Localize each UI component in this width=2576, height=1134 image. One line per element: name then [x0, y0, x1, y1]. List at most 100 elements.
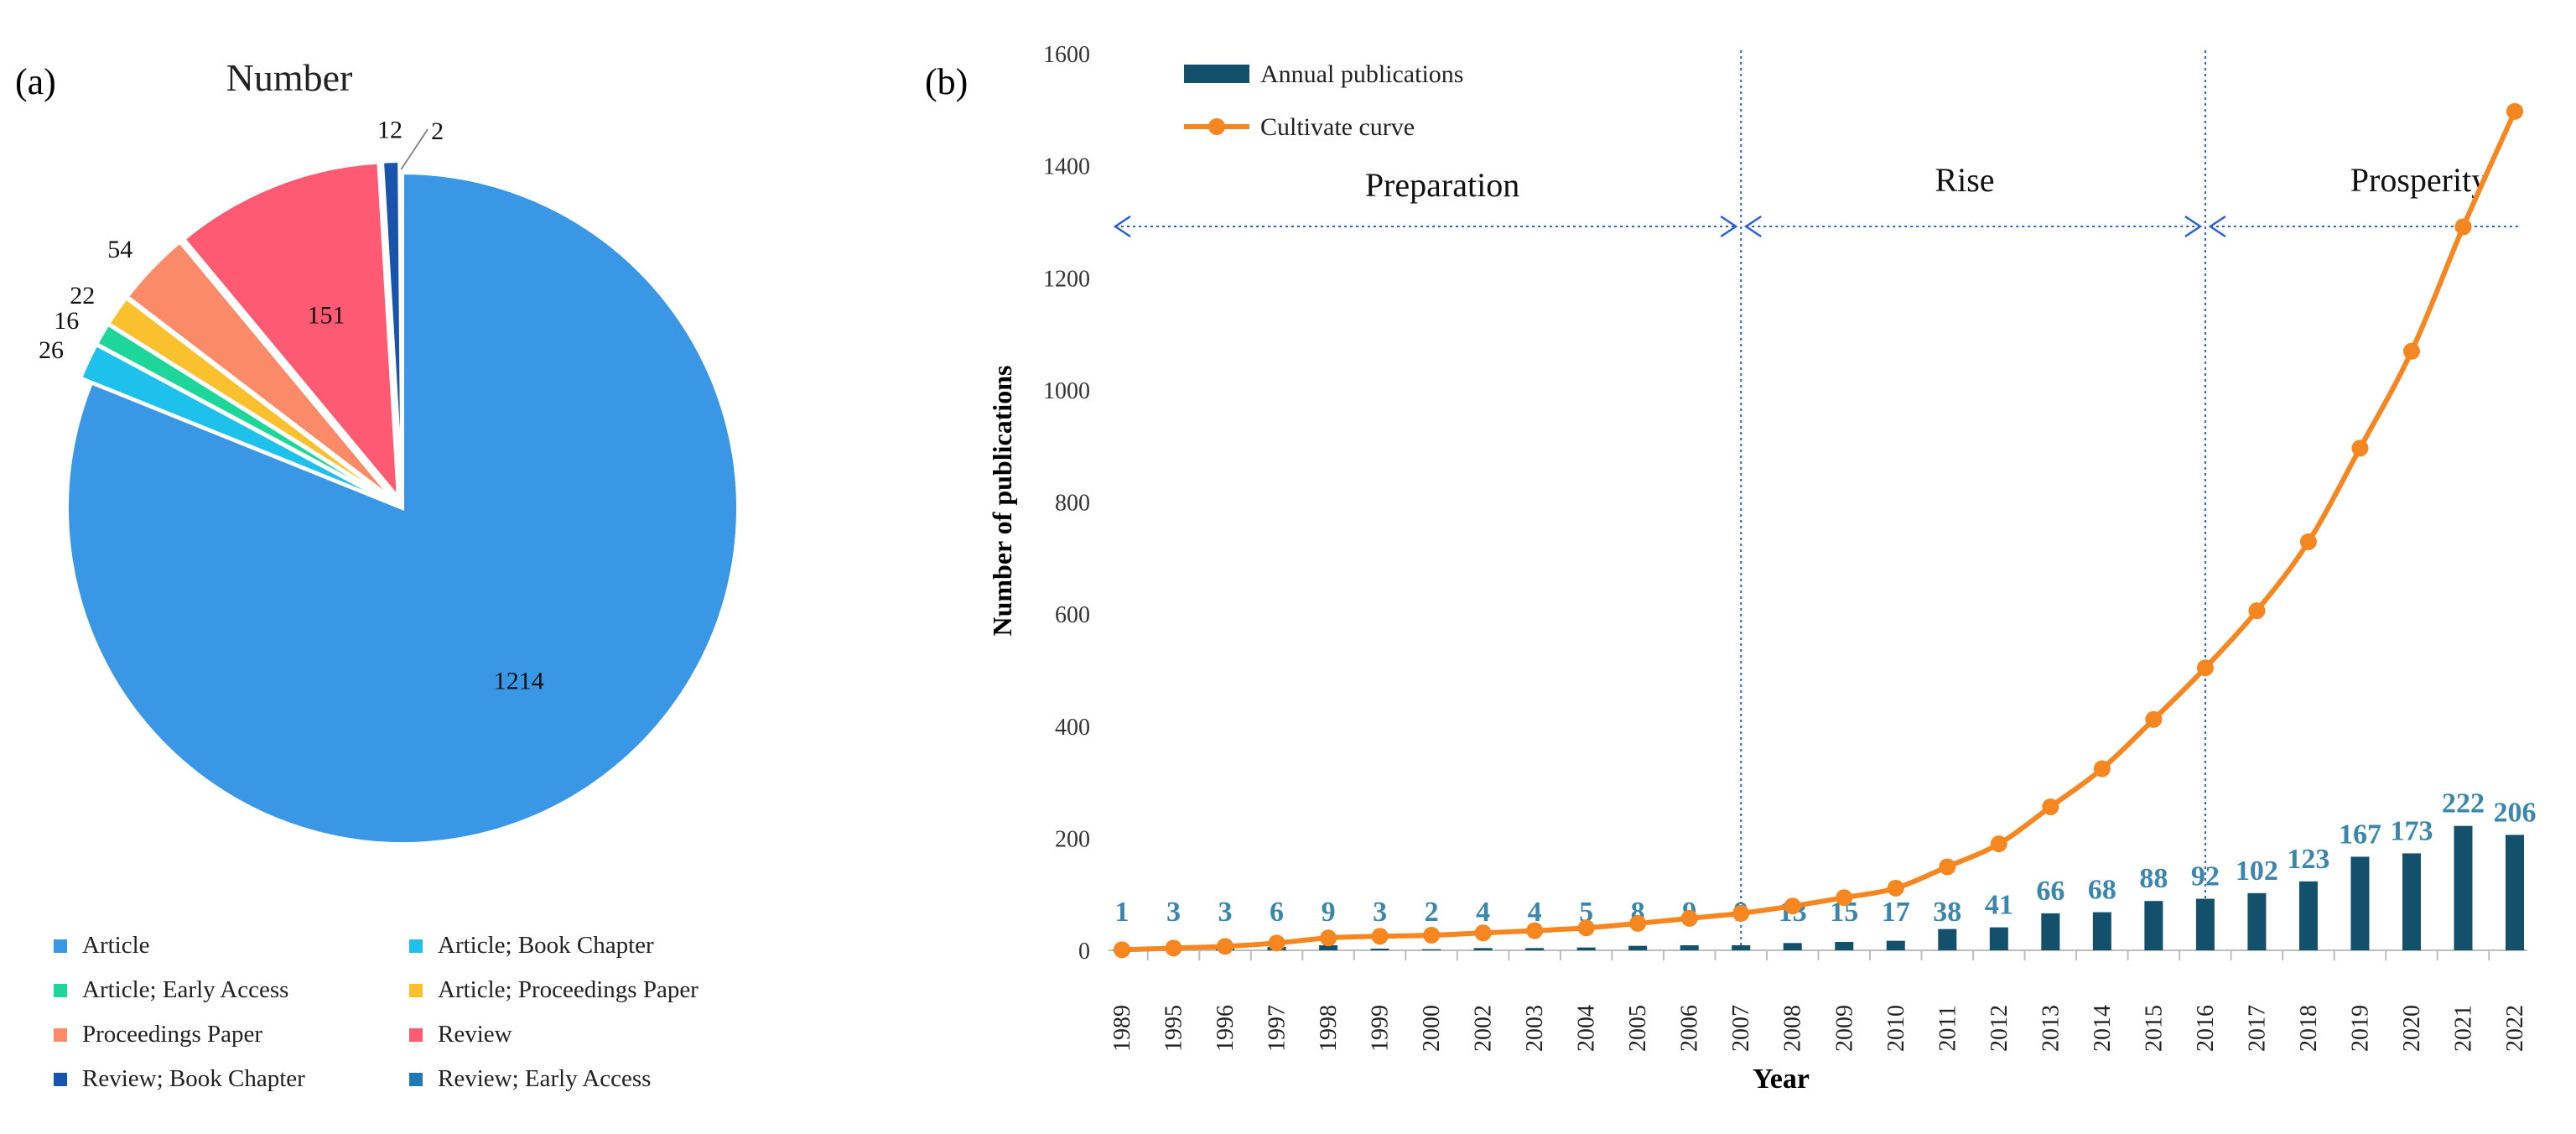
bar-value-label: 2 — [1425, 897, 1439, 928]
bar-2021 — [2454, 825, 2473, 950]
legend-label-review-early-access: Review; Early Access — [438, 1065, 651, 1092]
x-tick-label: 2004 — [1574, 1005, 1600, 1052]
pie-slices — [65, 159, 740, 845]
legend-label-proceedings-paper: Proceedings Paper — [82, 1021, 262, 1048]
bar-2020 — [2402, 853, 2421, 950]
bar-2018 — [2298, 881, 2318, 950]
bar-value-label: 123 — [2287, 844, 2329, 875]
x-tick-label: 1995 — [1161, 1005, 1187, 1052]
bar-2004 — [1576, 947, 1596, 950]
cultivate-point-2002 — [1474, 924, 1492, 942]
legend-swatch-marker — [1208, 118, 1225, 135]
x-tick-label: 2005 — [1625, 1005, 1651, 1052]
bar-2005 — [1628, 945, 1648, 950]
bar-value-label: 167 — [2339, 819, 2381, 850]
cultivate-point-2014 — [2093, 760, 2111, 778]
legend-swatch-review-early-access — [409, 1073, 423, 1086]
legend-label-article: Article — [82, 932, 150, 959]
legend-swatch-review-book-chapter — [54, 1073, 67, 1086]
bar-value-label: 5 — [1579, 897, 1593, 928]
pie-legend: Article Article; Book Chapter Article; Ear… — [54, 932, 699, 1092]
cultivate-point-2015 — [2145, 710, 2163, 728]
pie-data-label: 16 — [54, 307, 79, 335]
bar-value-label: 4 — [1476, 897, 1490, 928]
pie-leader-line — [400, 128, 428, 170]
legend-swatch-review — [409, 1028, 423, 1042]
x-tick-label: 2000 — [1419, 1005, 1445, 1052]
cultivate-point-2011 — [1939, 858, 1956, 876]
bar-value-label: 3 — [1373, 897, 1387, 928]
cultivate-point-2020 — [2402, 342, 2420, 360]
x-tick-label: 2017 — [2244, 1005, 2270, 1052]
phase-arrowhead — [2208, 215, 2226, 238]
pie-slice-proceedings-paper — [125, 239, 396, 502]
phase-arrowhead — [2184, 215, 2203, 238]
pie-data-label: 2 — [431, 117, 444, 145]
cultivate-point-2006 — [1680, 909, 1698, 927]
legend-label-article-proceedings-paper: Article; Proceedings Paper — [438, 976, 699, 1003]
cultivate-point-2000 — [1423, 926, 1441, 944]
bar-2009 — [1835, 941, 1854, 950]
bar-2006 — [1680, 944, 1699, 950]
cultivate-point-2004 — [1577, 919, 1595, 937]
x-tick-label: 2018 — [2296, 1005, 2322, 1052]
x-tick-label: 1989 — [1109, 1005, 1135, 1052]
x-tick-label: 1999 — [1368, 1005, 1394, 1052]
y-tick-label: 1400 — [1043, 154, 1090, 180]
phase-annotations: Preparation Rise Prosperity — [1113, 50, 2520, 950]
cultivate-point-2010 — [1887, 879, 1904, 897]
legend-label-article-early-access: Article; Early Access — [82, 976, 288, 1003]
bar-2008 — [1783, 943, 1802, 950]
bar-value-label: 222 — [2442, 788, 2485, 819]
bar-value-label: 92 — [2191, 861, 2220, 892]
x-tick-label: 2007 — [1728, 1005, 1754, 1052]
bar-value-label: 66 — [2036, 876, 2064, 907]
y-tick-label: 400 — [1055, 715, 1090, 741]
x-tick-label: 2003 — [1522, 1005, 1548, 1052]
legend-swatch-article-book-chapter — [409, 939, 423, 953]
bar-2011 — [1938, 929, 1957, 950]
cultivate-point-2022 — [2506, 102, 2523, 120]
bar-2013 — [2041, 913, 2060, 950]
bar-1999 — [1370, 948, 1389, 950]
x-tick-label: 2010 — [1883, 1005, 1909, 1052]
bar-value-label: 88 — [2139, 863, 2168, 894]
bar-value-label: 68 — [2088, 875, 2116, 906]
cultivate-point-2019 — [2351, 440, 2369, 457]
pie-slice-review-early-access — [397, 159, 404, 497]
x-tick-label: 1998 — [1316, 1005, 1342, 1052]
x-tick-label: 2006 — [1677, 1005, 1703, 1052]
bar-2016 — [2195, 898, 2215, 950]
pie-slice-review — [181, 160, 401, 502]
y-tick-label: 800 — [1055, 491, 1090, 517]
cultivate-point-2007 — [1732, 904, 1750, 922]
x-tick-label: 1996 — [1213, 1005, 1239, 1052]
cultivate-point-1989 — [1114, 941, 1130, 959]
phase-arrowhead — [1113, 215, 1131, 238]
legend-swatch-annual-publications — [1184, 65, 1249, 83]
x-tick-label: 2016 — [2193, 1005, 2219, 1052]
bar-2002 — [1473, 948, 1493, 950]
bar-value-labels: 1336932445899131517384166688892102123167… — [1115, 788, 2537, 928]
cultivate-curve-line — [1121, 110, 2517, 953]
bar-2000 — [1422, 949, 1441, 950]
x-tick-label: 2022 — [2502, 1005, 2528, 1052]
phase-arrowhead — [1743, 215, 1762, 238]
legend-swatch-proceedings-paper — [54, 1028, 67, 1042]
bar-value-label: 1 — [1115, 897, 1130, 928]
phase-label-preparation: Preparation — [1365, 166, 1519, 204]
bar-2014 — [2092, 912, 2111, 950]
bar-value-label: 102 — [2236, 856, 2278, 887]
cultivate-point-2013 — [2042, 798, 2059, 815]
legend-label-cultivate-curve: Cultivate curve — [1260, 113, 1415, 141]
phase-label-rise: Rise — [1935, 161, 1994, 199]
bar-2019 — [2350, 856, 2370, 950]
cultivate-point-2003 — [1526, 922, 1544, 939]
line-bar-legend: Annual publications Cultivate curve — [1184, 60, 1463, 141]
cultivate-point-2017 — [2248, 602, 2266, 620]
bar-value-label: 6 — [1270, 897, 1284, 928]
bar-1998 — [1319, 944, 1338, 950]
y-axis-title: Number of publications — [987, 365, 1017, 636]
